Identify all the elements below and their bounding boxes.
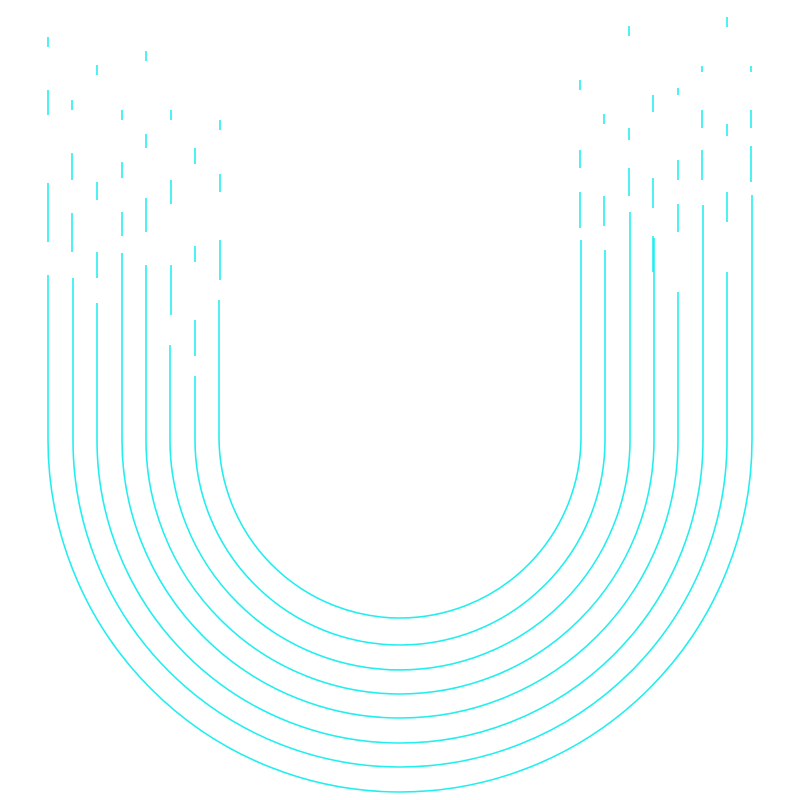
u-arc-line [121,253,679,719]
u-arc-lines [47,195,753,793]
u-arc-line [72,272,728,768]
u-arc-line [47,195,753,793]
u-arc-line [194,250,606,646]
u-arc-line [218,240,582,619]
drip-dashes [47,17,752,356]
u-arc-line [145,238,655,695]
u-arc-line [169,212,631,671]
u-arc-line [96,205,704,744]
